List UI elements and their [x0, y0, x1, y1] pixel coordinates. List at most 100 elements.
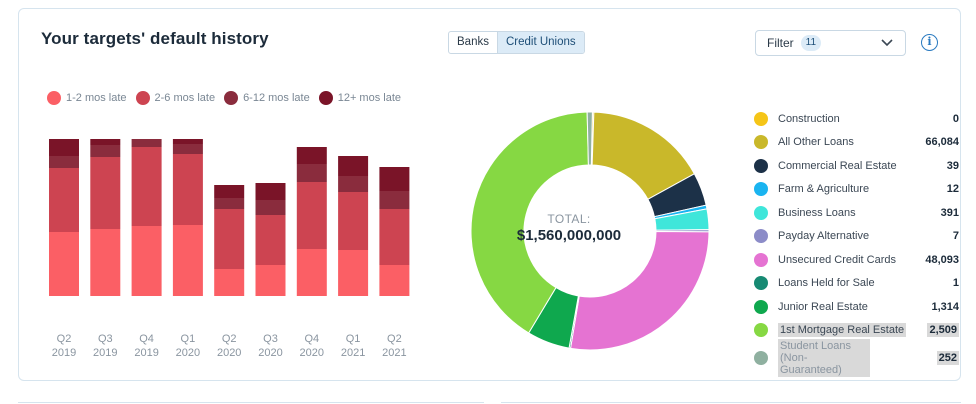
legend-swatch	[318, 91, 333, 105]
bar-segment[interactable]	[172, 139, 203, 144]
default-history-card: Your targets' default history Banks Cred…	[18, 8, 961, 381]
legend-value: 2,509	[927, 323, 959, 338]
bar-legend: 1-2 mos late 2-6 mos late 6-12 mos late 12+…	[47, 91, 410, 105]
donut-total-value: $1,560,000,000	[516, 227, 622, 244]
legend-swatch	[754, 252, 768, 267]
bar-segment[interactable]	[49, 232, 79, 296]
legend-label: Student Loans (Non-Guaranteed)	[778, 339, 870, 377]
bar-segment[interactable]	[338, 192, 369, 250]
bar-segment[interactable]	[255, 215, 286, 265]
legend-label: Unsecured Credit Cards	[778, 253, 896, 266]
donut-legend-item[interactable]: Loans Held for Sale 1	[754, 272, 959, 296]
bar-segment[interactable]	[90, 157, 121, 229]
legend-value: 1,314	[931, 300, 959, 313]
bar-segment[interactable]	[214, 209, 245, 269]
legend-value: 66,084	[925, 136, 959, 149]
bar-segment[interactable]	[214, 185, 245, 198]
bar-segment[interactable]	[296, 249, 327, 296]
donut-legend-item[interactable]: Farm & Agriculture 12	[754, 178, 959, 202]
legend-item[interactable]: 1-2 mos late	[47, 91, 127, 105]
donut-legend-item[interactable]: All Other Loans 66,084	[754, 131, 959, 155]
bar-segment[interactable]	[338, 250, 369, 296]
legend-item[interactable]: 6-12 mos late	[224, 91, 310, 105]
legend-item[interactable]: 2-6 mos late	[135, 91, 215, 105]
donut-legend-item[interactable]: 1st Mortgage Real Estate 2,509	[754, 319, 959, 343]
legend-swatch	[754, 351, 768, 365]
x-tick-label: 2019	[93, 347, 117, 359]
bar-segment[interactable]	[255, 200, 286, 215]
bar-segment[interactable]	[255, 183, 286, 200]
bar-segment[interactable]	[379, 209, 410, 265]
divider	[501, 402, 961, 403]
donut-legend-item[interactable]: Business Loans 391	[754, 201, 959, 225]
x-tick-label: Q2	[57, 333, 72, 345]
legend-label: Farm & Agriculture	[778, 183, 870, 196]
toggle-banks[interactable]: Banks	[457, 36, 489, 48]
bar-segment[interactable]	[214, 198, 245, 209]
donut-slice[interactable]	[569, 230, 710, 351]
legend-label: 1st Mortgage Real Estate	[778, 323, 907, 338]
legend-swatch	[754, 299, 768, 314]
bar-segment[interactable]	[131, 226, 162, 296]
bar-segment[interactable]	[379, 191, 410, 209]
x-tick-label: Q1	[346, 333, 361, 345]
institution-toggle: Banks Credit Unions	[448, 31, 585, 54]
bar-segment[interactable]	[338, 176, 369, 192]
donut-total-label: TOTAL:	[547, 212, 591, 226]
bar-segment[interactable]	[49, 168, 79, 232]
legend-value: 391	[940, 206, 959, 219]
donut-legend-item[interactable]: Unsecured Credit Cards 48,093	[754, 248, 959, 272]
bar-segment[interactable]	[172, 154, 203, 225]
legend-swatch	[47, 91, 61, 105]
bar-segment[interactable]	[131, 147, 162, 226]
legend-value: 1	[952, 277, 959, 290]
legend-label: All Other Loans	[778, 136, 854, 149]
bar-chart: Q2 2019 Q3 2019 Q4 2019 Q1 2020 Q2 2020 Q3 2020 Q4 20…	[49, 139, 410, 359]
legend-item[interactable]: 12+ mos late	[318, 91, 402, 105]
bar-segment[interactable]	[131, 139, 162, 147]
donut-legend-item[interactable]: Construction 0	[754, 107, 959, 131]
legend-label: 12+ mos late	[337, 92, 402, 104]
legend-value: 48,093	[925, 253, 959, 266]
bar-segment[interactable]	[49, 156, 79, 168]
legend-value: 12	[946, 183, 959, 196]
donut-total: TOTAL: $1,560,000,000	[509, 212, 629, 244]
divider	[18, 402, 484, 403]
legend-label: Payday Alternative	[778, 230, 870, 243]
x-tick-label: Q1	[181, 333, 196, 345]
legend-swatch	[754, 182, 768, 197]
legend-value: 7	[952, 230, 959, 243]
filter-count-badge: 11	[800, 35, 822, 51]
bar-segment[interactable]	[379, 265, 410, 296]
donut-slice[interactable]	[470, 111, 589, 334]
bar-segment[interactable]	[296, 164, 327, 182]
filter-dropdown[interactable]: Filter 11	[755, 30, 906, 56]
legend-label: Construction	[778, 112, 840, 125]
donut-slice[interactable]	[586, 111, 593, 166]
bar-segment[interactable]	[90, 139, 121, 145]
bar-segment[interactable]	[296, 182, 327, 249]
donut-legend-item[interactable]: Commercial Real Estate 39	[754, 154, 959, 178]
toggle-credit-unions[interactable]: Credit Unions	[496, 32, 584, 53]
donut-legend-item[interactable]: Payday Alternative 7	[754, 225, 959, 249]
bar-segment[interactable]	[49, 139, 79, 156]
bar-segment[interactable]	[255, 265, 286, 296]
donut-chart	[470, 111, 710, 351]
legend-swatch	[754, 323, 768, 338]
bar-segment[interactable]	[90, 145, 121, 157]
bar-segment[interactable]	[214, 269, 245, 296]
legend-value: 0	[952, 112, 959, 125]
donut-legend-item[interactable]: Student Loans (Non-Guaranteed) 252	[754, 339, 959, 377]
bar-segment[interactable]	[172, 144, 203, 154]
donut-legend-item[interactable]: Junior Real Estate 1,314	[754, 295, 959, 319]
x-tick-label: Q3	[263, 333, 278, 345]
bar-segment[interactable]	[172, 225, 203, 296]
x-tick-label: Q2	[387, 333, 402, 345]
bar-segment[interactable]	[90, 229, 121, 296]
bar-segment[interactable]	[296, 147, 327, 164]
info-icon[interactable]: i	[921, 34, 938, 51]
x-tick-label: Q4	[304, 333, 319, 345]
x-tick-label: Q4	[139, 333, 154, 345]
bar-segment[interactable]	[379, 167, 410, 191]
bar-segment[interactable]	[338, 156, 369, 176]
